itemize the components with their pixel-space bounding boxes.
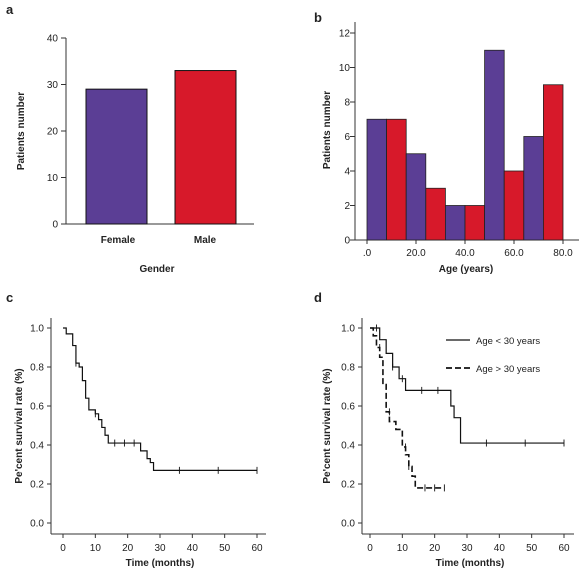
panel-b-bars	[366, 49, 564, 241]
panel-b-bar-6	[484, 49, 505, 241]
panel-b-ytick-label-6: 12	[339, 29, 351, 40]
panel-b-xtick-label-2: 40.0	[455, 248, 475, 259]
panel-c-xtick-label-0: 0	[60, 543, 66, 554]
panel-d-legend: Age < 30 years Age > 30 years	[446, 336, 540, 375]
panel-d-curves	[370, 324, 565, 492]
panel-a-ytick-label-3: 30	[47, 80, 59, 91]
panel-c-curve-0	[63, 327, 257, 471]
panel-c-x-ticks: 0 10 20 30 40 50 60	[60, 534, 263, 554]
panel-d-ytick-label-4: 0.8	[341, 363, 355, 374]
panel-d-xtick-label-5: 50	[526, 543, 538, 554]
panel-b-ylabel: Patients number	[322, 91, 333, 169]
panel-b-xtick-label-1: 20.0	[406, 248, 426, 259]
panel-d-xlabel: Time (months)	[436, 558, 505, 569]
panel-b-xtick-label-0: .0	[363, 248, 372, 259]
panel-c-ytick-label-2: 0.4	[30, 441, 44, 452]
panel-b-bar-2	[405, 153, 427, 241]
panel-letter-d: d	[314, 290, 322, 305]
panel-c-curves	[63, 327, 258, 474]
panel-b-ytick-label-1: 2	[344, 201, 350, 212]
panel-b-xtick-label-3: 60.0	[504, 248, 524, 259]
panel-b: b 0 2 4 6 8 10 12 .0 20.0 40.0 60.0 80.0 Age (year…	[314, 10, 579, 275]
panel-c-ytick-label-0: 0.0	[30, 519, 44, 530]
panel-b-bar-8	[523, 136, 544, 241]
panel-a-y-ticks: 0 10 20 30 40	[47, 34, 66, 231]
panel-a-category-male: Male	[194, 235, 217, 246]
panel-c-ytick-label-3: 0.6	[30, 402, 44, 413]
panel-c-xtick-label-4: 40	[187, 543, 199, 554]
panel-b-ytick-label-5: 10	[339, 63, 351, 74]
panel-b-bar-3	[425, 187, 446, 241]
panel-b-bar-5	[464, 205, 486, 241]
panel-b-ytick-label-4: 8	[344, 98, 350, 109]
panel-c-xtick-label-1: 10	[90, 543, 102, 554]
panel-d-ytick-label-0: 0.0	[341, 519, 355, 530]
panel-d-xtick-label-2: 20	[429, 543, 441, 554]
panel-b-bar-0	[366, 118, 388, 241]
panel-b-bar-4	[444, 205, 466, 241]
panel-d-ytick-label-2: 0.4	[341, 441, 355, 452]
panel-letter-b: b	[314, 10, 322, 25]
panel-a-category-female: Female	[101, 235, 136, 246]
panel-a-ytick-label-1: 10	[47, 173, 59, 184]
panel-d-curve-1	[370, 327, 445, 489]
panel-a-ytick-label-2: 20	[47, 127, 59, 138]
legend-solid-label: Age < 30 years	[476, 336, 540, 347]
panel-letter-c: c	[6, 290, 13, 305]
panel-a-bars	[85, 70, 237, 225]
panel-b-ytick-label-0: 0	[344, 236, 350, 247]
panel-a-ytick-label-0: 0	[52, 220, 58, 231]
panel-d: d 0.0 0.2 0.4 0.6 0.8 1.0 0 10 20 30 40 50 60 Age <…	[314, 290, 574, 569]
panel-d-xtick-label-1: 10	[397, 543, 409, 554]
panel-c-xtick-label-3: 30	[154, 543, 166, 554]
panel-c-ytick-label-1: 0.2	[30, 480, 44, 491]
panel-d-xtick-label-3: 30	[461, 543, 473, 554]
panel-c-ylabel: Pe'cent survival rate (%)	[14, 368, 25, 483]
panel-b-bar-7	[503, 170, 525, 241]
panel-b-y-ticks: 0 2 4 6 8 10 12	[339, 29, 355, 247]
panel-c-xlabel: Time (months)	[126, 558, 195, 569]
panel-c-y-ticks: 0.0 0.2 0.4 0.6 0.8 1.0	[30, 324, 51, 530]
panel-d-xtick-label-0: 0	[367, 543, 373, 554]
panel-d-y-ticks: 0.0 0.2 0.4 0.6 0.8 1.0	[341, 324, 362, 530]
panel-c-axes: 0.0 0.2 0.4 0.6 0.8 1.0 0 10 20 30 40 50 60	[30, 318, 266, 554]
panel-c-xtick-label-2: 20	[122, 543, 134, 554]
panel-d-ytick-label-1: 0.2	[341, 480, 355, 491]
panel-b-xlabel: Age (years)	[439, 264, 493, 275]
panel-d-ylabel: Pe'cent survival rate (%)	[322, 368, 333, 483]
panel-c: c 0.0 0.2 0.4 0.6 0.8 1.0 0 10 20 30 40 50 60 Time …	[6, 290, 266, 569]
panel-d-ytick-label-3: 0.6	[341, 402, 355, 413]
panel-a-ytick-label-4: 40	[47, 34, 59, 45]
panel-b-x-ticks: .0 20.0 40.0 60.0 80.0	[363, 240, 573, 259]
panel-a: a 0 10 20 30 40 Female Male Gender Patients …	[6, 2, 254, 275]
panel-b-ytick-label-3: 6	[344, 132, 350, 143]
panel-d-x-ticks: 0 10 20 30 40 50 60	[367, 534, 570, 554]
panel-a-bar-female	[85, 88, 148, 225]
panel-a-xlabel: Gender	[139, 264, 174, 275]
panel-d-axes: 0.0 0.2 0.4 0.6 0.8 1.0 0 10 20 30 40 50 60	[341, 318, 574, 554]
panel-d-ytick-label-5: 1.0	[341, 324, 355, 335]
panel-c-xtick-label-5: 50	[219, 543, 231, 554]
panel-letter-a: a	[6, 2, 14, 17]
panel-c-ytick-label-5: 1.0	[30, 324, 44, 335]
panel-a-ylabel: Patients number	[16, 92, 27, 170]
panel-b-bar-1	[386, 118, 407, 241]
panel-b-xtick-label-4: 80.0	[553, 248, 573, 259]
panel-a-bar-male	[174, 70, 237, 225]
panel-d-xtick-label-6: 60	[558, 543, 570, 554]
panel-c-ytick-label-4: 0.8	[30, 363, 44, 374]
legend-dashed-label: Age > 30 years	[476, 364, 540, 375]
panel-c-xtick-label-6: 60	[251, 543, 263, 554]
panel-b-bar-9	[543, 84, 564, 241]
panel-d-xtick-label-4: 40	[494, 543, 506, 554]
panel-b-ytick-label-2: 4	[344, 167, 350, 178]
